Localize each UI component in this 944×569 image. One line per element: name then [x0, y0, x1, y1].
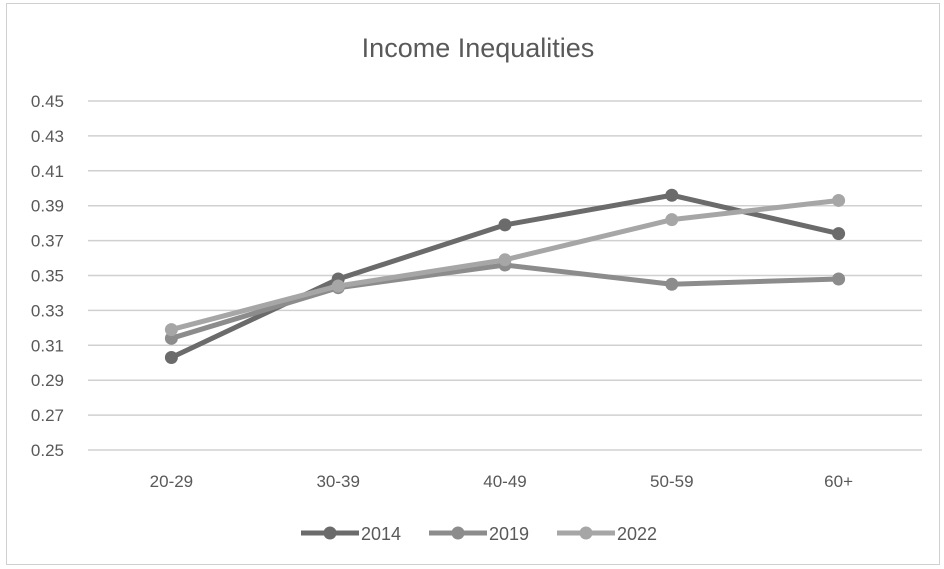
x-tick-label: 40-49: [483, 472, 526, 491]
y-tick-label: 0.43: [31, 127, 64, 146]
data-point: [498, 218, 512, 232]
legend-item: 2022: [557, 524, 657, 544]
data-point: [164, 323, 178, 337]
legend-marker: [323, 526, 337, 540]
series-2022: [164, 193, 846, 337]
y-tick-label: 0.33: [31, 301, 64, 320]
legend: 2014 2019 2022: [301, 524, 657, 544]
y-tick-label: 0.31: [31, 336, 64, 355]
y-tick-label: 0.29: [31, 371, 64, 390]
x-tick-label: 20-29: [150, 472, 193, 491]
legend-label: 2022: [617, 524, 657, 544]
legend-marker: [451, 526, 465, 540]
y-axis-tick-labels: 0.45 0.43 0.41 0.39 0.37 0.35 0.33 0.31 0.29 0.27…: [31, 92, 64, 460]
data-point: [665, 188, 679, 202]
chart-title: Income Inequalities: [362, 33, 595, 63]
y-tick-label: 0.35: [31, 267, 64, 286]
series-2014: [164, 188, 846, 365]
series-lines: [164, 188, 846, 365]
legend-marker: [579, 526, 593, 540]
y-tick-label: 0.41: [31, 162, 64, 181]
data-point: [832, 227, 846, 241]
data-point: [665, 213, 679, 227]
y-tick-label: 0.27: [31, 406, 64, 425]
data-point: [832, 193, 846, 207]
data-point: [832, 272, 846, 286]
data-point: [164, 351, 178, 365]
x-tick-label: 50-59: [650, 472, 693, 491]
legend-label: 2019: [489, 524, 529, 544]
legend-item: 2014: [301, 524, 401, 544]
data-point: [665, 277, 679, 291]
y-tick-label: 0.37: [31, 232, 64, 251]
gridlines: [88, 100, 922, 451]
y-tick-label: 0.39: [31, 197, 64, 216]
data-point: [498, 253, 512, 267]
legend-item: 2019: [429, 524, 529, 544]
chart-frame: [6, 3, 940, 565]
y-tick-label: 0.25: [31, 441, 64, 460]
x-tick-label: 30-39: [316, 472, 359, 491]
data-point: [331, 279, 345, 293]
x-tick-label: 60+: [824, 472, 853, 491]
x-axis-tick-labels: 20-29 30-39 40-49 50-59 60+: [150, 472, 853, 491]
series-2019: [164, 258, 846, 345]
legend-label: 2014: [361, 524, 401, 544]
y-tick-label: 0.45: [31, 92, 64, 111]
